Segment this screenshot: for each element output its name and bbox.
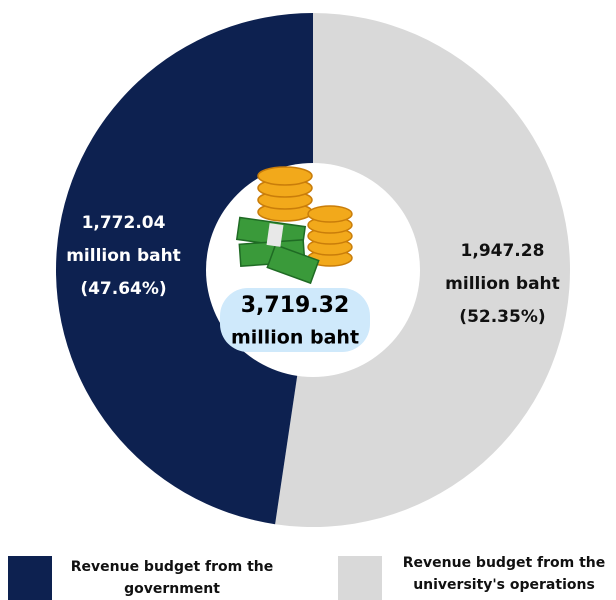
total-badge [220,288,370,352]
pie-slice [275,12,571,527]
legend-label: Revenue budget from the government [70,559,274,597]
total-unit: million baht [231,327,359,349]
total-value: 3,719.32 [241,293,350,318]
legend-label: Revenue budget from the university's ope… [402,555,606,593]
slice-percent: (47.64%) [80,279,166,299]
slice-value: 1,772.04 [82,213,166,233]
legend-swatch [338,556,382,600]
legend-swatch [8,556,52,600]
slice-percent: (52.35%) [459,307,545,327]
pie-slice [56,12,314,525]
slice-unit: million baht [445,274,560,294]
money-icon [235,166,353,285]
slice-unit: million baht [66,246,181,266]
slice-value: 1,947.28 [461,241,545,261]
